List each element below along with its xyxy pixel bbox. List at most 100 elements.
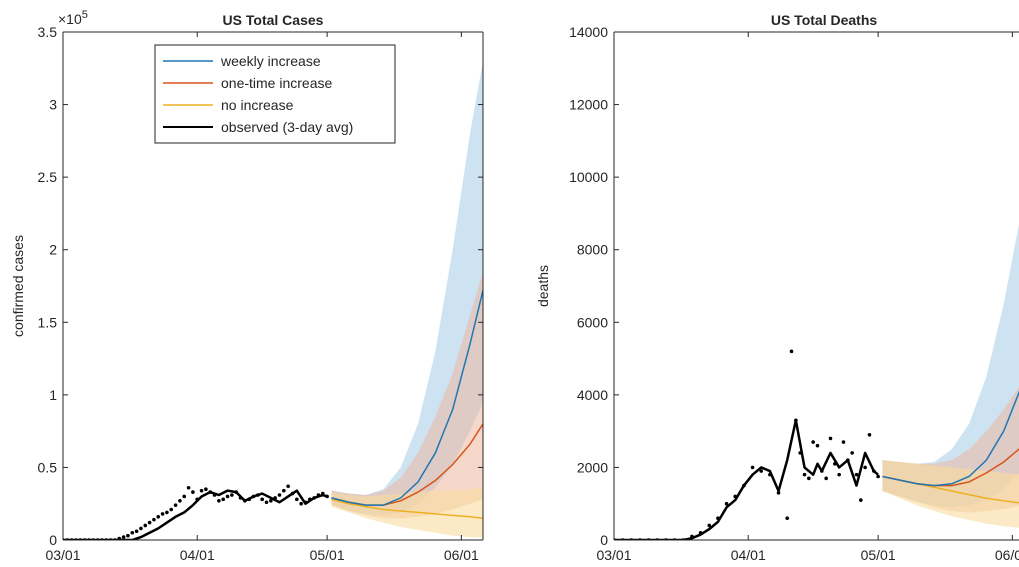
observed-point [776, 491, 781, 495]
observed-point [247, 497, 251, 502]
x-tick-label: 03/01 [45, 547, 80, 563]
chart-title: US Total Deaths [771, 12, 878, 28]
observed-point [195, 497, 200, 502]
legend-label: weekly increase [220, 53, 321, 69]
x-tick-label: 05/01 [861, 547, 896, 563]
plot-area [614, 223, 1019, 540]
observed-point [165, 510, 169, 515]
y-exponent-power: 5 [82, 9, 88, 21]
observed-point [130, 530, 135, 535]
y-axis-label: confirmed cases [10, 235, 26, 337]
legend: weekly increase one-time increase no incre… [154, 44, 396, 144]
none-band [331, 487, 483, 538]
observed-point [186, 485, 191, 490]
observed-point [759, 469, 764, 473]
observed-point [152, 517, 156, 522]
y-tick-label: 2.5 [38, 169, 58, 185]
y-tick-label: 10000 [569, 169, 608, 185]
observed-point [303, 500, 308, 505]
y-tick-label: 3 [49, 97, 57, 113]
y-tick-label: 2000 [577, 459, 608, 475]
observed-point [143, 523, 148, 528]
y-exponent-base: ×10 [58, 11, 82, 27]
y-tick-label: 3.5 [38, 24, 58, 40]
observed-point [698, 530, 703, 535]
weekly-line [882, 390, 1019, 487]
observed-point [859, 498, 863, 502]
observed-point [264, 500, 269, 505]
observed-point [846, 458, 850, 462]
observed-point [320, 491, 325, 496]
legend-label: one-time increase [221, 75, 332, 91]
observed-point [811, 440, 815, 444]
x-tick-label: 06/01 [995, 547, 1019, 563]
y-tick-label: 2 [49, 242, 57, 258]
observed-point [182, 494, 187, 499]
observed-point [876, 474, 880, 479]
y-tick-label: 8000 [577, 242, 608, 258]
y-exponent-label: ×105 [58, 9, 88, 27]
observed-point [269, 499, 273, 503]
observed-point [139, 526, 143, 531]
observed-point [850, 451, 854, 455]
observed-point [160, 512, 165, 516]
observed-point [733, 494, 738, 499]
observed-point [867, 432, 872, 437]
observed-point [837, 472, 841, 477]
observed-point [221, 497, 226, 502]
observed-point [251, 494, 256, 499]
observed-point [256, 493, 260, 497]
none-band [882, 460, 1019, 528]
observed-point [820, 469, 824, 473]
observed-point [871, 469, 876, 473]
y-tick-label: 0 [49, 532, 57, 548]
y-axis-label: deaths [535, 265, 551, 307]
legend-label: no increase [221, 97, 294, 113]
observed-point [807, 476, 811, 481]
observed-point [260, 497, 264, 502]
observed-point [802, 472, 807, 477]
weekly-line [331, 290, 483, 506]
observed-point [243, 499, 247, 503]
observed-point [690, 534, 694, 539]
observed-point [863, 465, 867, 470]
observed-point [208, 490, 213, 494]
observed-point [768, 472, 772, 477]
y-tick-label: 4000 [577, 387, 608, 403]
legend-label: observed (3-day avg) [221, 119, 353, 135]
observed-point [785, 516, 789, 521]
onetime-band [331, 271, 483, 519]
observed-point [794, 418, 798, 423]
observed-point [750, 465, 755, 470]
observed-point [234, 490, 238, 494]
observed-point [789, 349, 794, 354]
observed-point [225, 494, 230, 499]
observed-point [854, 472, 859, 477]
observed-point [308, 497, 312, 502]
observed-point [716, 516, 720, 521]
observed-point [134, 529, 139, 534]
observed-point [273, 496, 277, 500]
observed-point [815, 443, 820, 448]
observed-point [742, 483, 746, 488]
observed-point [286, 484, 290, 489]
x-tick-label: 03/01 [596, 547, 631, 563]
observed-point [178, 499, 182, 503]
observed-point [707, 523, 712, 528]
observed-point [798, 451, 802, 455]
observed-point [316, 493, 321, 497]
observed-point [312, 496, 316, 500]
observed-point [212, 493, 217, 497]
observed-line [614, 419, 879, 540]
chart-2: 0 2000 4000 6000 8000 10000 12000 14000 03/01 04/… [535, 12, 1019, 563]
y-tick-label: 6000 [577, 314, 608, 330]
x-tick-label: 04/01 [180, 547, 215, 563]
observed-point [173, 503, 178, 507]
observed-point [299, 501, 303, 506]
observed-point [217, 499, 221, 503]
chart-title: US Total Cases [223, 12, 324, 28]
observed-line [63, 489, 328, 540]
y-tick-label: 0.5 [38, 459, 58, 475]
y-tick-label: 0 [600, 532, 608, 548]
